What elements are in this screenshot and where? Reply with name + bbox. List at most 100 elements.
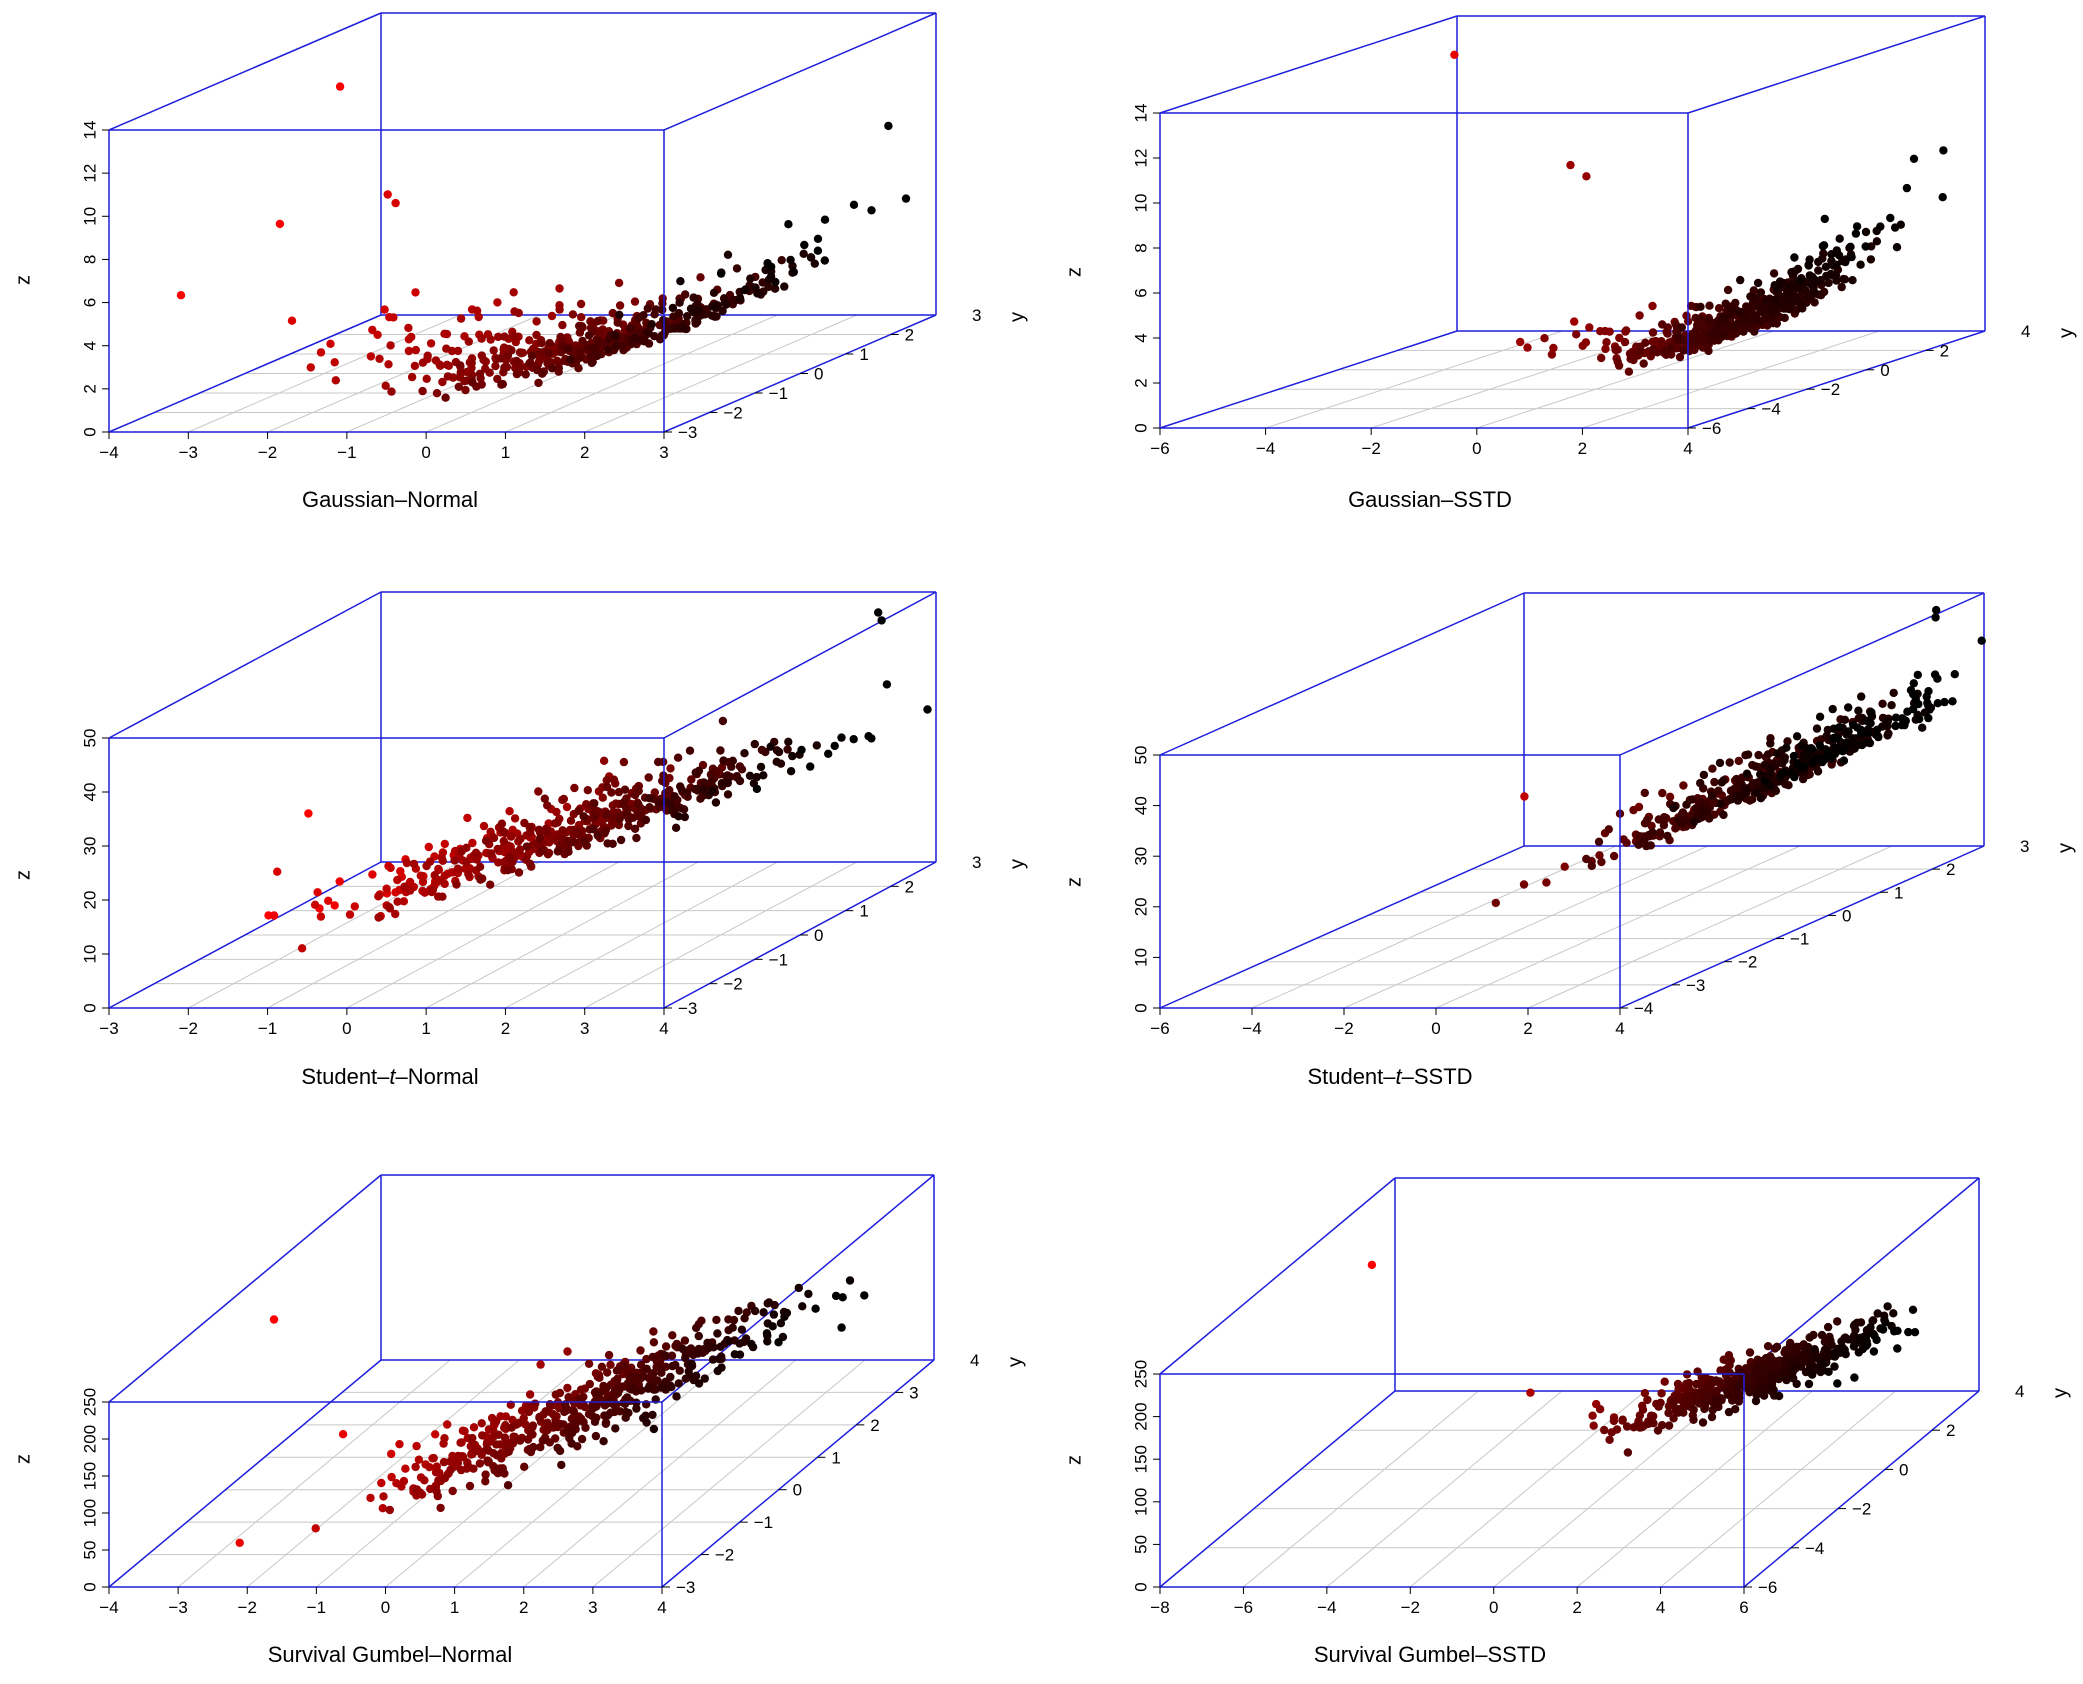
- scatter-point: [1808, 1370, 1817, 1379]
- scatter-point: [601, 1418, 611, 1427]
- scatter-point: [600, 827, 610, 837]
- scatter-point: [672, 1392, 681, 1401]
- scatter-point: [534, 787, 543, 796]
- scatter-point: [776, 1319, 786, 1328]
- scatter-point: [412, 1491, 421, 1500]
- scatter-point: [867, 734, 876, 743]
- z-tick-label: 0: [1131, 423, 1150, 432]
- scatter-point: [671, 1360, 680, 1370]
- scatter-point: [1705, 317, 1714, 326]
- z-tick-label: 12: [80, 164, 99, 183]
- scatter-point: [469, 1464, 478, 1473]
- scatter-point: [1861, 1341, 1871, 1351]
- scatter-point: [774, 1338, 783, 1347]
- scatter-point: [386, 863, 395, 873]
- scatter-point: [1890, 223, 1900, 232]
- scatter-point: [512, 369, 522, 379]
- scatter-point: [603, 1368, 612, 1377]
- scatter-point: [1780, 313, 1789, 323]
- scatter-point: [770, 284, 780, 293]
- box-back: [1159, 15, 1986, 429]
- x-tick-label: −6: [1150, 439, 1169, 458]
- x-tick-label: 2: [1572, 1598, 1581, 1617]
- panel-6: −8 −6 −4 −2 0 2 4 6 0 50 100 150 200 250 z −6 −4 −2 0 2 4 y Su…: [1063, 1177, 2071, 1667]
- scatter-point: [644, 1384, 653, 1393]
- scatter-point: [1856, 1335, 1866, 1345]
- scatter-point: [1881, 1318, 1890, 1327]
- z-tick-label: 4: [1131, 333, 1150, 342]
- z-axis: 0 10 20 30 40 50 z: [12, 729, 109, 1013]
- scatter-point: [436, 1503, 445, 1513]
- y-tick-label: 1: [859, 345, 868, 364]
- scatter-point: [235, 1538, 244, 1548]
- floor-grid: [108, 861, 937, 1009]
- y-tick-label: 2: [905, 877, 914, 896]
- scatter-point: [492, 1451, 501, 1460]
- scatter-point: [1673, 1379, 1683, 1389]
- scatter-point: [569, 1407, 579, 1416]
- scatter-point: [1658, 320, 1667, 329]
- scatter-point: [750, 739, 759, 749]
- scatter-point: [393, 897, 402, 906]
- scatter-point: [1805, 1363, 1815, 1373]
- scatter-point: [1526, 1388, 1535, 1397]
- scatter-point: [548, 364, 557, 373]
- scatter-point: [774, 747, 784, 757]
- scatter-point: [1589, 1421, 1598, 1430]
- y-tick-label: −6: [1758, 1578, 1777, 1597]
- scatter-point: [624, 821, 633, 831]
- x-tick-label: 0: [1472, 439, 1481, 458]
- scatter-point: [608, 308, 617, 318]
- scatter-point: [649, 1369, 658, 1378]
- scatter-point: [559, 794, 568, 804]
- scatter-point: [525, 859, 535, 868]
- scatter-point: [1779, 768, 1788, 777]
- x-tick-label: 3: [659, 443, 668, 462]
- scatter-point: [806, 253, 816, 262]
- scatter-point: [543, 1426, 552, 1435]
- scatter-point: [494, 332, 503, 342]
- scatter-point: [547, 311, 557, 321]
- scatter-point: [1766, 739, 1775, 748]
- scatter-point: [450, 856, 459, 865]
- scatter-point: [661, 1342, 671, 1351]
- scatter-point: [1933, 674, 1942, 683]
- scatter-point: [678, 1344, 687, 1354]
- scatter-point: [418, 358, 428, 367]
- scatter-point: [431, 356, 441, 365]
- scatter-point: [395, 1440, 404, 1449]
- scatter-point: [1566, 160, 1575, 170]
- scatter-point: [316, 348, 326, 357]
- scatter-point: [456, 1438, 465, 1447]
- scatter-point: [387, 1449, 396, 1459]
- scatter-point: [806, 762, 815, 771]
- scatter-point: [1649, 344, 1658, 354]
- scatter-point: [694, 1379, 704, 1388]
- scatter-point: [718, 306, 727, 316]
- scatter-point: [577, 313, 586, 322]
- scatter-point: [639, 1413, 648, 1423]
- scatter-point: [716, 746, 725, 755]
- scatter-point: [639, 1372, 648, 1381]
- scatter-point: [574, 806, 583, 815]
- scatter-point: [1950, 670, 1960, 679]
- scatter-point: [350, 902, 359, 911]
- scatter-point: [1716, 1366, 1725, 1375]
- scatter-point: [528, 1421, 538, 1430]
- scatter-point: [1850, 1373, 1859, 1382]
- grid-line: [1326, 1390, 1563, 1588]
- scatter-point: [384, 360, 393, 369]
- scatter-point: [452, 880, 461, 889]
- scatter-point: [536, 1443, 545, 1452]
- scatter-points: [1367, 1260, 1920, 1457]
- scatter-point: [1787, 268, 1796, 277]
- scatter-point: [1659, 821, 1669, 830]
- z-tick-label: 14: [80, 121, 99, 140]
- scatter-point: [1649, 1412, 1658, 1421]
- scatter-point: [1690, 817, 1699, 826]
- box-edge: [1687, 15, 1986, 114]
- scatter-point: [1714, 786, 1723, 795]
- scatter-point: [304, 809, 313, 818]
- scatter-point: [1839, 274, 1848, 284]
- scatter-point: [800, 240, 809, 250]
